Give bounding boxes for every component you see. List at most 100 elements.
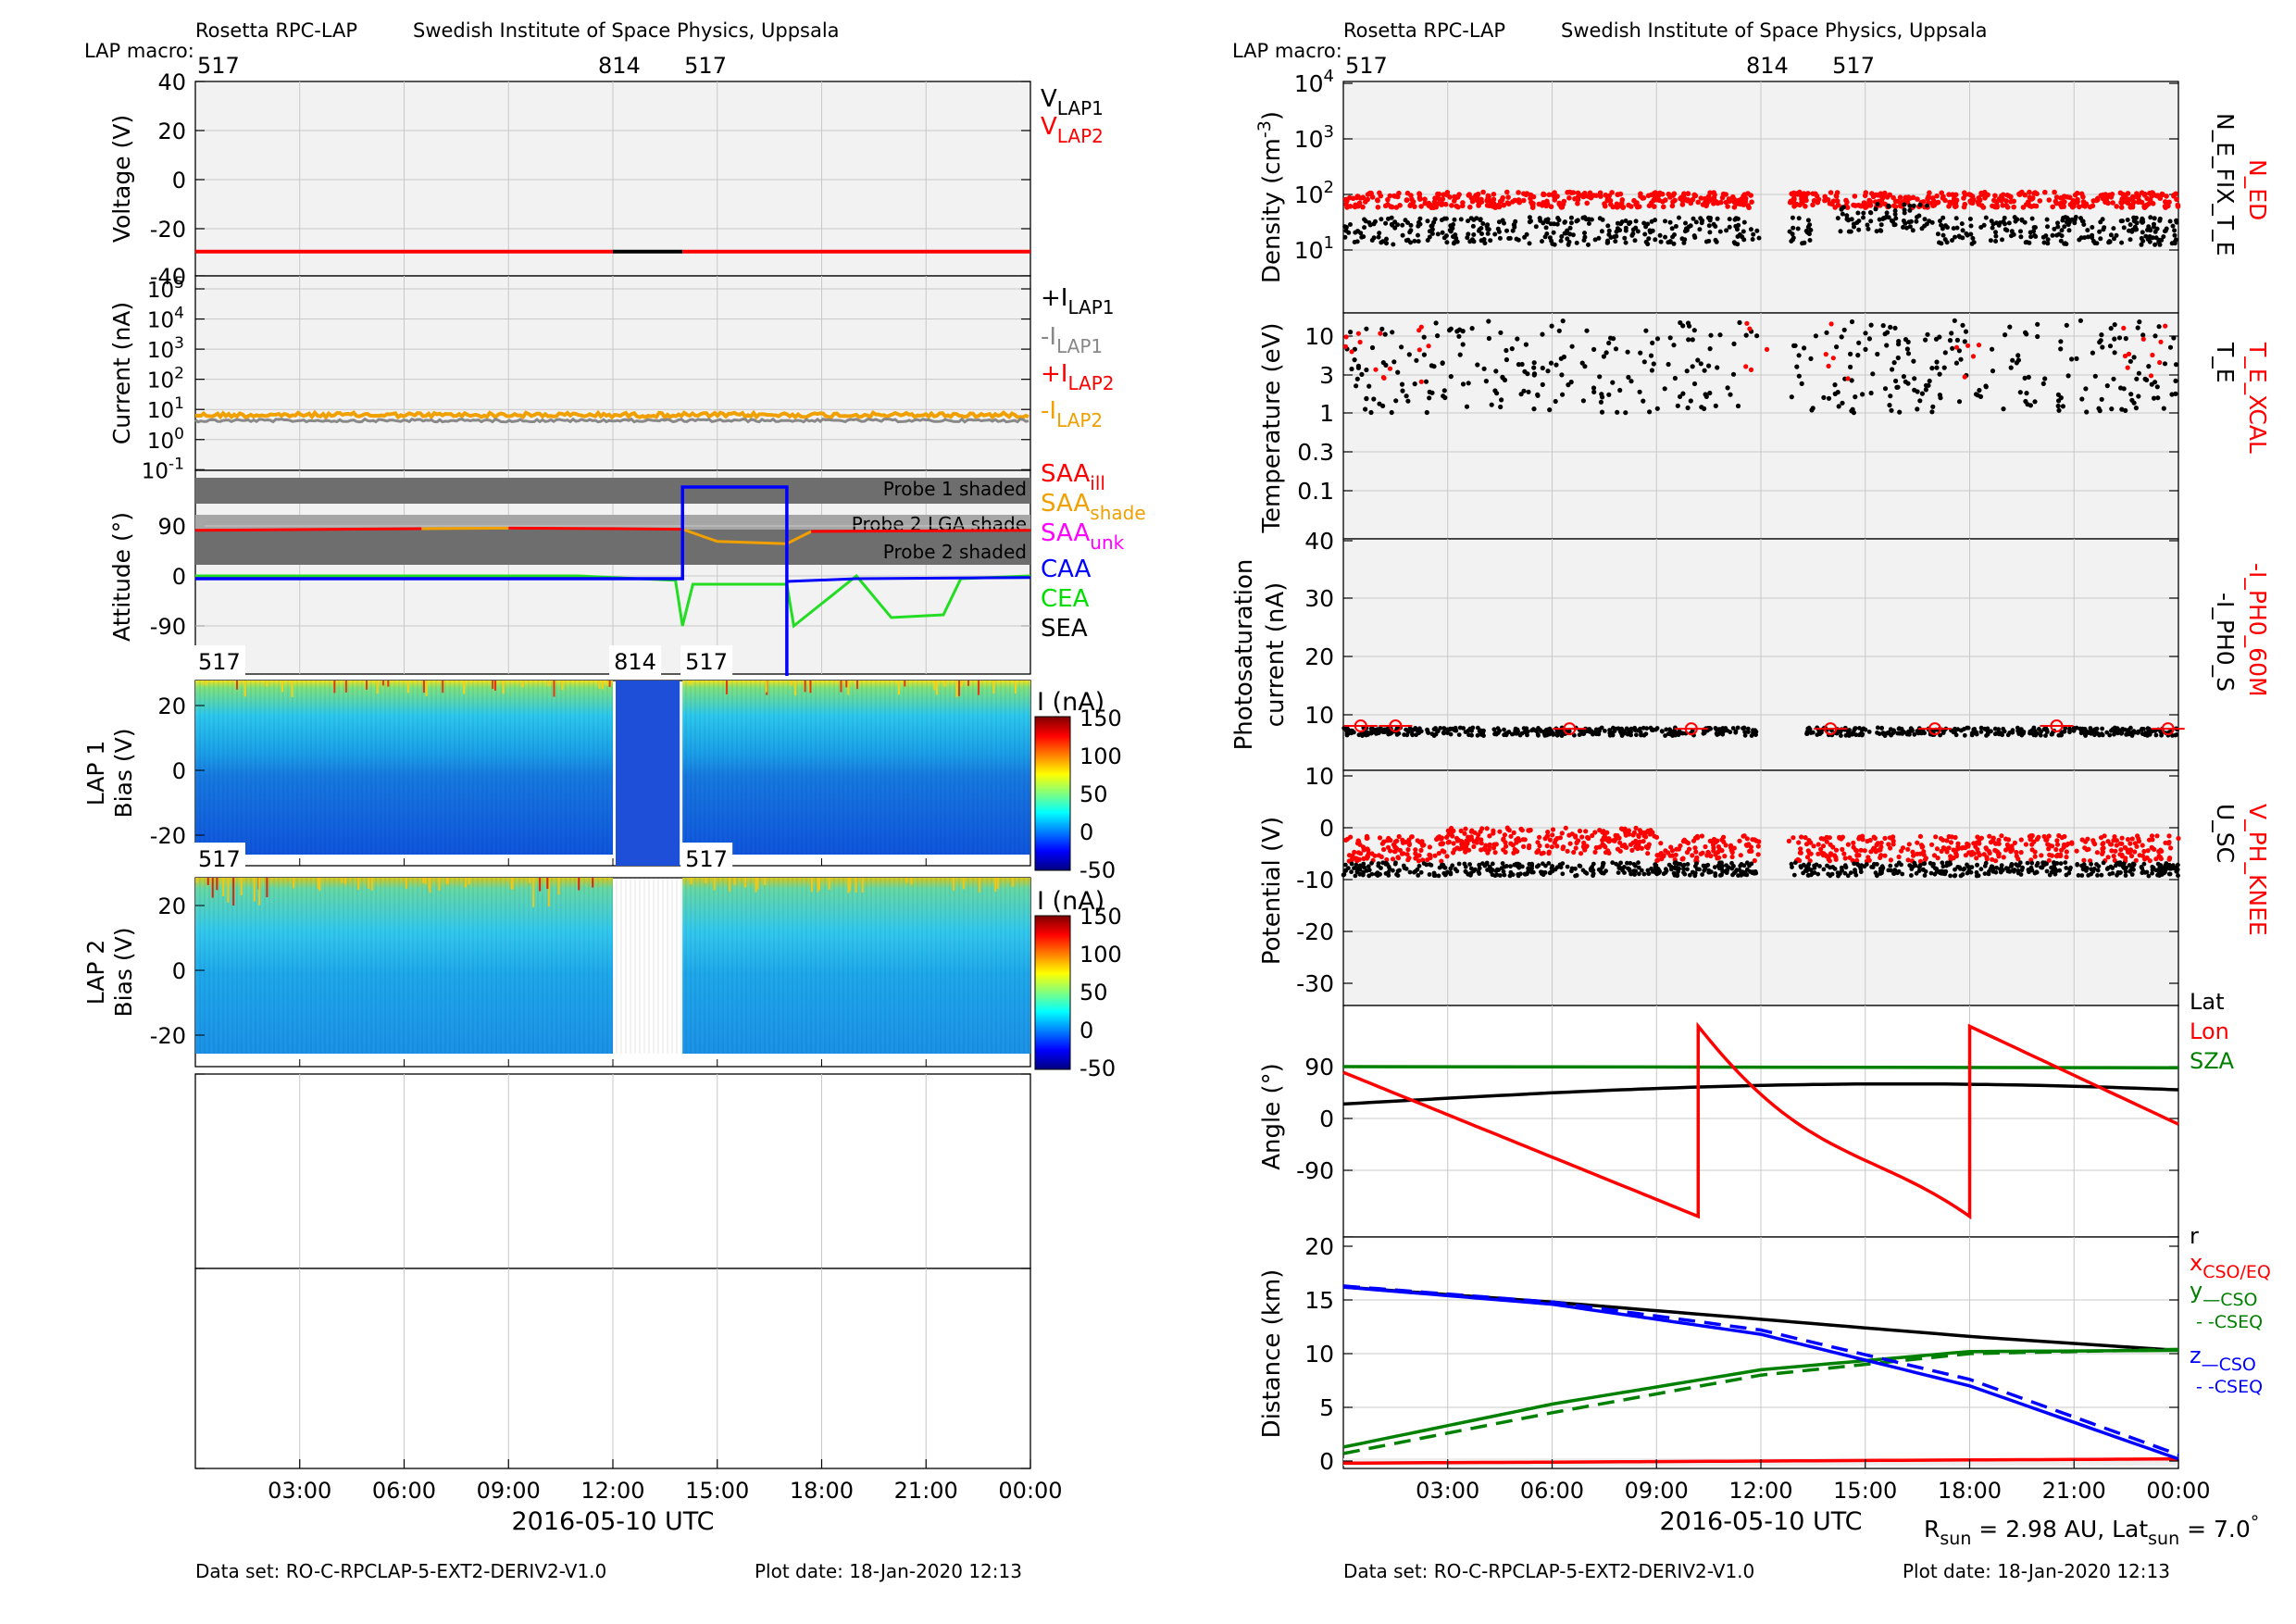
spectrogram-spike bbox=[978, 878, 980, 893]
data-point bbox=[1738, 853, 1743, 858]
data-point bbox=[1976, 343, 1982, 348]
data-point bbox=[2046, 197, 2053, 203]
data-point bbox=[1612, 234, 1617, 240]
data-point bbox=[1798, 193, 1804, 199]
data-point bbox=[1798, 846, 1803, 852]
data-point bbox=[1373, 367, 1379, 372]
data-point bbox=[1716, 843, 1721, 850]
data-point bbox=[1878, 855, 1883, 861]
spectrogram-spike bbox=[265, 681, 268, 687]
data-point bbox=[1567, 841, 1573, 846]
data-point bbox=[1448, 866, 1454, 871]
data-point bbox=[2108, 232, 2114, 238]
data-point bbox=[1380, 375, 1386, 381]
data-point bbox=[1947, 338, 1953, 344]
data-point bbox=[1352, 849, 1357, 856]
data-point bbox=[1853, 726, 1858, 731]
data-point bbox=[2121, 225, 2127, 231]
data-point bbox=[1589, 868, 1593, 873]
data-point bbox=[1514, 731, 1519, 736]
data-point bbox=[1891, 360, 1897, 366]
data-point bbox=[1725, 728, 1730, 733]
data-point bbox=[1497, 235, 1503, 241]
data-point bbox=[1903, 379, 1908, 384]
data-point bbox=[1575, 201, 1580, 206]
legend-entry: Lon bbox=[2190, 1018, 2229, 1044]
data-point bbox=[1803, 842, 1810, 847]
data-point bbox=[1807, 858, 1813, 864]
spectrogram-spike bbox=[195, 878, 198, 883]
data-point bbox=[2055, 224, 2061, 230]
legend-entry: -ILAP2 bbox=[1041, 397, 1103, 431]
data-point bbox=[2055, 403, 2061, 409]
y-tick-label: 20 bbox=[157, 119, 186, 144]
data-point bbox=[1429, 363, 1434, 369]
data-point bbox=[1364, 856, 1370, 861]
data-point bbox=[2121, 325, 2127, 331]
data-point bbox=[2123, 873, 2128, 878]
y-tick-label: 0 bbox=[1319, 1448, 1334, 1475]
data-point bbox=[1605, 223, 1611, 229]
data-point bbox=[1614, 201, 1620, 207]
data-point bbox=[1826, 363, 1831, 369]
data-point bbox=[1582, 231, 1587, 236]
data-point bbox=[2158, 863, 2164, 868]
data-point bbox=[1615, 846, 1621, 852]
data-point bbox=[1453, 725, 1458, 731]
instrument-label: Rosetta RPC-LAP bbox=[195, 19, 357, 42]
data-point bbox=[1837, 835, 1842, 841]
data-point bbox=[1480, 861, 1485, 866]
data-point bbox=[1764, 346, 1770, 352]
data-point bbox=[2093, 197, 2100, 204]
data-point bbox=[1477, 729, 1482, 734]
data-point bbox=[1516, 865, 1522, 870]
data-point bbox=[2160, 192, 2165, 197]
x-tick-label: 03:00 bbox=[268, 1478, 331, 1504]
data-point bbox=[1938, 219, 1942, 224]
data-point bbox=[1497, 829, 1503, 834]
data-point bbox=[1897, 203, 1903, 209]
data-point bbox=[1548, 221, 1554, 227]
data-point bbox=[2029, 860, 2035, 866]
data-point bbox=[1922, 856, 1928, 863]
data-point bbox=[1934, 846, 1940, 852]
spectrogram-spike bbox=[281, 681, 284, 693]
data-point bbox=[1953, 203, 1959, 209]
data-point bbox=[2090, 203, 2096, 209]
data-point bbox=[1356, 732, 1362, 738]
data-point bbox=[1408, 193, 1414, 198]
data-point bbox=[1352, 357, 1357, 363]
data-point bbox=[1586, 835, 1591, 842]
data-point bbox=[2153, 856, 2159, 862]
data-point bbox=[1491, 201, 1497, 206]
data-point bbox=[1494, 872, 1500, 878]
data-point bbox=[1381, 846, 1387, 853]
data-point bbox=[1940, 195, 1946, 201]
data-point bbox=[1669, 203, 1676, 209]
data-point bbox=[1517, 732, 1523, 738]
data-point bbox=[1906, 731, 1912, 736]
data-point bbox=[1480, 221, 1486, 226]
data-point bbox=[2079, 837, 2085, 843]
data-point bbox=[1436, 835, 1441, 841]
data-point bbox=[2167, 219, 2173, 224]
data-point bbox=[1634, 732, 1639, 738]
spectrogram-spike bbox=[996, 878, 999, 890]
data-point bbox=[2112, 834, 2117, 840]
data-point bbox=[1501, 836, 1506, 842]
y-tick-label: 103 bbox=[1294, 122, 1334, 153]
data-point bbox=[1821, 394, 1827, 400]
data-point bbox=[2112, 336, 2117, 342]
spectrogram-spike bbox=[994, 878, 997, 893]
data-point bbox=[2033, 234, 2039, 239]
spectrogram-spike bbox=[725, 681, 728, 694]
data-point bbox=[1895, 384, 1901, 390]
data-point bbox=[1522, 871, 1528, 877]
data-point bbox=[1377, 728, 1382, 733]
z-cso-line bbox=[1342, 1285, 2179, 1461]
data-point bbox=[1491, 831, 1496, 836]
data-point bbox=[1948, 854, 1953, 859]
data-point bbox=[1804, 731, 1809, 736]
data-point bbox=[1526, 389, 1531, 394]
data-point bbox=[1641, 833, 1647, 839]
